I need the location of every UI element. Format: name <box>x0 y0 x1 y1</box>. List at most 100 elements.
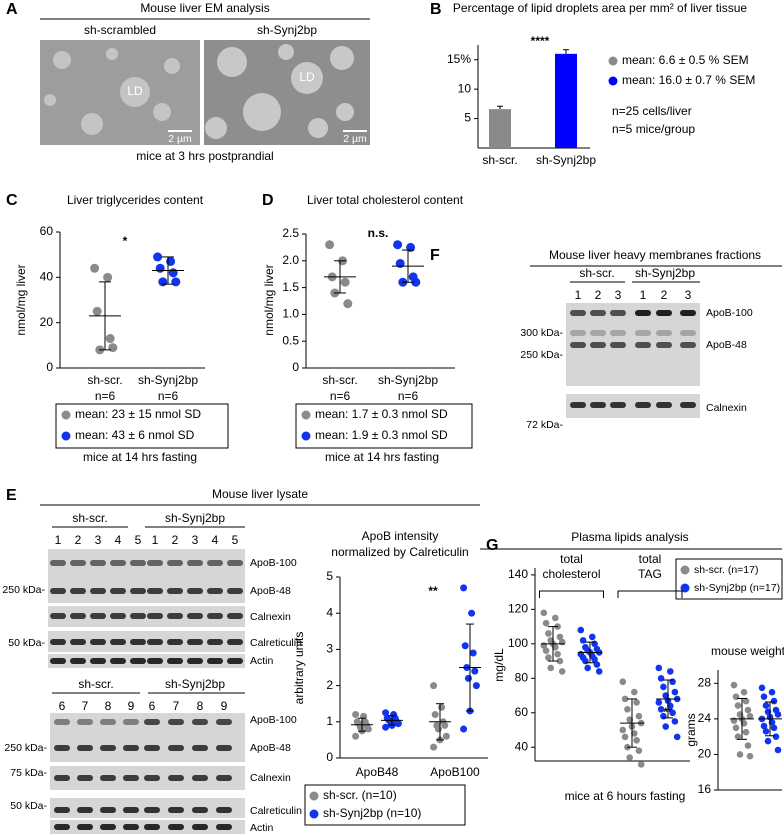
blot-band <box>227 560 243 566</box>
y-tick-label: 10 <box>458 81 472 95</box>
data-point <box>673 733 681 741</box>
data-point <box>655 664 663 672</box>
data-point <box>430 682 438 690</box>
panel-title: Mouse liver lysate <box>212 487 308 501</box>
data-point <box>732 724 740 732</box>
x-tick-label: sh-scr. <box>322 373 357 387</box>
blot-band <box>187 639 203 645</box>
data-point <box>635 747 643 754</box>
x-tick-label: sh-Synj2bp <box>536 153 596 167</box>
y-tick-label: 0 <box>46 360 53 374</box>
data-point <box>382 723 390 731</box>
blot-band <box>130 613 146 619</box>
y-tick-label: 1.5 <box>282 280 299 294</box>
band-label: Calnexin <box>250 611 291 623</box>
group-label: sh-Synj2bp <box>165 511 225 525</box>
data-point <box>770 724 778 732</box>
lane-label: 9 <box>128 699 135 713</box>
chart-title: Liver total cholesterol content <box>307 193 464 207</box>
blot-band <box>216 775 232 781</box>
data-point <box>105 334 115 344</box>
y-tick-label: 60 <box>40 224 54 238</box>
y-tick-label: 120 <box>508 602 528 616</box>
chart-title: Percentage of lipid droplets area per mm… <box>453 1 747 15</box>
lane-label: 1 <box>152 533 159 547</box>
band-label: Calreticulin <box>250 637 302 649</box>
data-point <box>621 695 629 703</box>
data-point <box>631 730 638 737</box>
data-point <box>734 733 742 740</box>
blot-band <box>192 775 208 781</box>
data-point <box>657 706 665 713</box>
data-point <box>619 726 627 734</box>
blot-band <box>227 588 243 594</box>
legend-marker <box>608 76 618 86</box>
lane-label: 1 <box>55 533 62 547</box>
data-point <box>667 668 674 675</box>
annotation: **** <box>531 34 550 48</box>
y-tick-label: 100 <box>508 636 528 650</box>
category-bracket <box>617 590 683 598</box>
data-point <box>579 637 587 644</box>
blot-band <box>144 807 160 813</box>
legend-label: mean: 1.7 ± 0.3 nmol SD <box>315 407 448 421</box>
data-point <box>468 609 476 617</box>
lane-label: 2 <box>595 288 602 302</box>
data-point <box>662 723 669 730</box>
data-point <box>471 667 479 675</box>
data-point <box>460 725 468 733</box>
blot-band <box>144 824 160 830</box>
chart-title: normalized by Calreticulin <box>331 545 468 559</box>
x-tick-label: sh-Synj2bp <box>378 373 438 387</box>
data-point <box>394 720 402 728</box>
data-point <box>556 633 564 641</box>
group-label: sh-scr. <box>579 266 614 280</box>
note: n=25 cells/liver <box>612 104 692 118</box>
blot-band <box>70 588 86 594</box>
data-point <box>441 721 449 729</box>
data-point <box>472 682 480 690</box>
y-tick-label: 16 <box>698 782 712 796</box>
note: n=5 mice/group <box>612 122 695 136</box>
band-label: ApoB-48 <box>706 339 747 351</box>
blot-band <box>192 824 208 830</box>
blot-band <box>77 775 93 781</box>
bar <box>555 53 577 149</box>
y-tick-label: 2.5 <box>282 226 299 240</box>
blot-band <box>570 342 586 348</box>
droplet-label: LD <box>127 84 143 98</box>
data-point <box>744 742 752 749</box>
panel-letter: A <box>6 1 18 18</box>
data-point <box>554 650 561 658</box>
data-point <box>438 703 446 711</box>
footnote: mice at 6 hours fasting <box>565 789 686 803</box>
y-tick-label: 80 <box>515 670 529 684</box>
blot-band <box>635 402 651 408</box>
category-label: total cholesterol <box>542 552 601 581</box>
data-point <box>352 732 360 740</box>
legend-box <box>55 403 229 449</box>
y-tick-label: 0.5 <box>282 333 299 347</box>
y-tick-label: 20 <box>698 747 712 761</box>
data-point <box>774 746 782 754</box>
blot-band <box>216 719 232 725</box>
data-point <box>542 647 550 655</box>
panel-title: Mouse liver heavy membranes fractions <box>549 248 761 262</box>
legend-marker <box>61 410 71 420</box>
data-point <box>760 693 768 700</box>
blot-band <box>50 613 66 619</box>
data-point <box>393 240 403 250</box>
panel-letter: C <box>6 192 18 209</box>
data-point <box>671 688 679 696</box>
blot-band <box>50 658 66 664</box>
blot-band <box>90 588 106 594</box>
blot-band <box>144 775 160 781</box>
data-point <box>591 656 598 663</box>
data-point <box>667 702 674 710</box>
data-point <box>364 725 372 733</box>
y-tick-label: 2 <box>326 678 333 692</box>
y-tick-label: 60 <box>515 705 529 719</box>
blot-band <box>635 310 651 316</box>
data-point <box>593 661 601 668</box>
data-point <box>171 277 181 287</box>
